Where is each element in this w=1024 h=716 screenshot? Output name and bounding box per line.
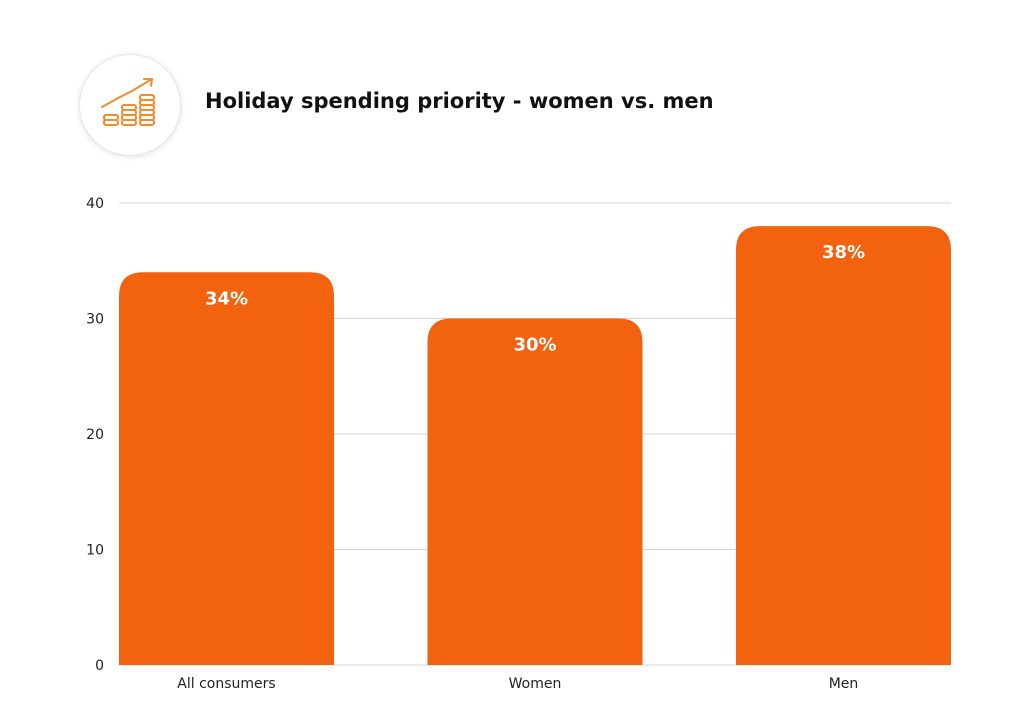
bar-value-label: 38% — [822, 242, 865, 263]
rising-coins-chart-icon — [101, 78, 155, 126]
y-tick-label: 40 — [86, 196, 104, 212]
logo-badge — [79, 54, 181, 156]
chart-title: Holiday spending priority - women vs. me… — [205, 89, 714, 113]
labels: 0 10 20 30 40 34% All consumers 30% Women 38% Men — [86, 196, 865, 692]
y-tick-label: 20 — [86, 427, 104, 443]
bar-value-label: 34% — [205, 288, 248, 309]
x-category-label: Men — [829, 676, 859, 692]
x-category-label: Women — [509, 676, 562, 692]
y-tick-label: 0 — [95, 658, 104, 674]
y-tick-label: 30 — [86, 312, 104, 328]
bar-women — [427, 318, 643, 665]
bar-all-consumers — [119, 272, 334, 665]
bars — [119, 226, 951, 665]
y-tick-label: 10 — [86, 543, 104, 559]
x-category-label: All consumers — [177, 676, 275, 692]
bar-men — [736, 226, 951, 665]
bar-value-label: 30% — [513, 335, 556, 356]
